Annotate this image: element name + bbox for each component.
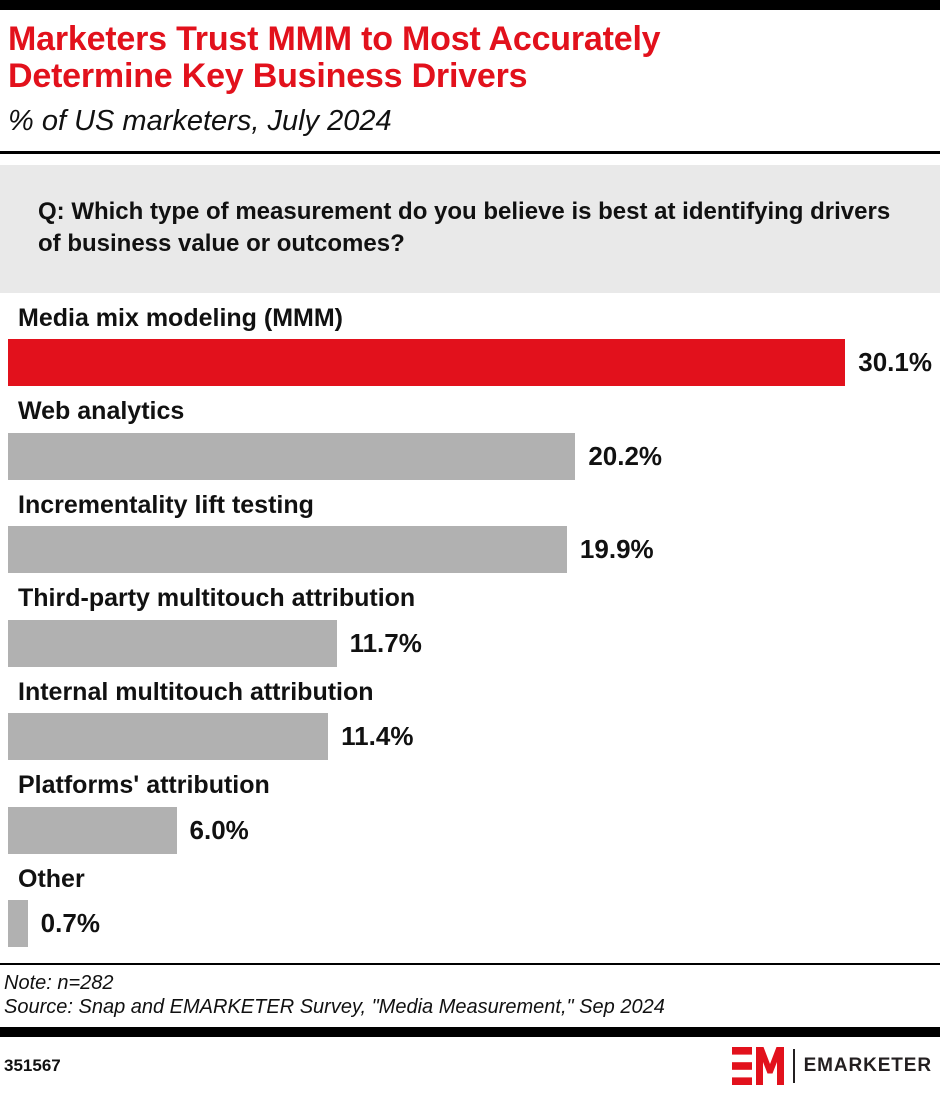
bar-row: Third-party multitouch attribution 11.7% <box>8 585 932 667</box>
bar-track: 6.0% <box>8 806 932 854</box>
bar-category-label: Web analytics <box>18 397 185 426</box>
footer: 351567 EMARKETER <box>0 1037 940 1085</box>
bar <box>8 619 337 667</box>
brand-wordmark: EMARKETER <box>803 1054 932 1076</box>
bar-category-label: Platforms' attribution <box>18 771 270 800</box>
chart-title-line: Determine Key Business Drivers <box>8 57 528 96</box>
chart-id: 351567 <box>4 1055 61 1075</box>
bar-value-label: 11.7% <box>349 627 422 658</box>
bar-category-label: Third-party multitouch attribution <box>18 584 416 613</box>
bar-value-label: 6.0% <box>189 814 249 845</box>
bar-track: 20.2% <box>8 432 932 480</box>
bar-track: 19.9% <box>8 526 932 574</box>
emarketer-monogram-icon <box>731 1046 784 1085</box>
logo-divider <box>792 1048 795 1083</box>
bar-category-label: Internal multitouch attribution <box>18 677 374 706</box>
brand-logo: EMARKETER <box>731 1046 932 1085</box>
bar-row: Web analytics 20.2% <box>8 398 932 480</box>
header-divider <box>0 150 940 154</box>
chart-subtitle: % of US marketers, July 2024 <box>8 104 392 137</box>
bar-row: Incrementality lift testing 19.9% <box>8 490 932 574</box>
question-box: Q: Which type of measurement do you beli… <box>0 164 940 293</box>
bar <box>8 339 846 387</box>
header: Marketers Trust MMM to Most Accurately D… <box>0 10 940 138</box>
footer-border-bar <box>0 1026 940 1037</box>
bar-value-label: 11.4% <box>341 721 414 752</box>
bar-row: Other 0.7% <box>8 864 932 948</box>
question-text: Q: Which type of measurement do you beli… <box>38 197 891 257</box>
footnote-divider <box>0 963 940 966</box>
bar <box>8 526 567 574</box>
bar-row: Platforms' attribution 6.0% <box>8 772 932 854</box>
chart-title: Marketers Trust MMM to Most Accurately D… <box>8 20 932 96</box>
bar-chart: Media mix modeling (MMM) 30.1% Web analyti… <box>0 303 940 948</box>
bar-track: 30.1% <box>8 339 932 387</box>
bar <box>8 900 28 948</box>
bar-value-label: 20.2% <box>588 440 663 471</box>
bar <box>8 806 177 854</box>
footnote: Note: n=282 Source: Snap and EMARKETER S… <box>0 965 940 1020</box>
bar-value-label: 30.1% <box>858 347 932 378</box>
bar-category-label: Media mix modeling (MMM) <box>18 303 343 332</box>
bar-track: 11.7% <box>8 619 932 667</box>
bar-category-label: Other <box>18 864 85 893</box>
bar-value-label: 19.9% <box>579 534 654 565</box>
bar <box>8 432 576 480</box>
chart-title-line: Marketers Trust MMM to Most Accurately <box>8 20 661 58</box>
top-border-bar <box>0 0 940 10</box>
bar-track: 11.4% <box>8 713 932 761</box>
source-text: Source: Snap and EMARKETER Survey, "Medi… <box>4 996 665 1019</box>
bar-value-label: 0.7% <box>40 908 100 939</box>
bar-category-label: Incrementality lift testing <box>18 490 314 519</box>
bar-track: 0.7% <box>8 900 932 948</box>
bar-row: Internal multitouch attribution 11.4% <box>8 677 932 761</box>
note-text: Note: n=282 <box>4 972 114 995</box>
bar <box>8 713 329 761</box>
bar-row: Media mix modeling (MMM) 30.1% <box>8 303 932 387</box>
